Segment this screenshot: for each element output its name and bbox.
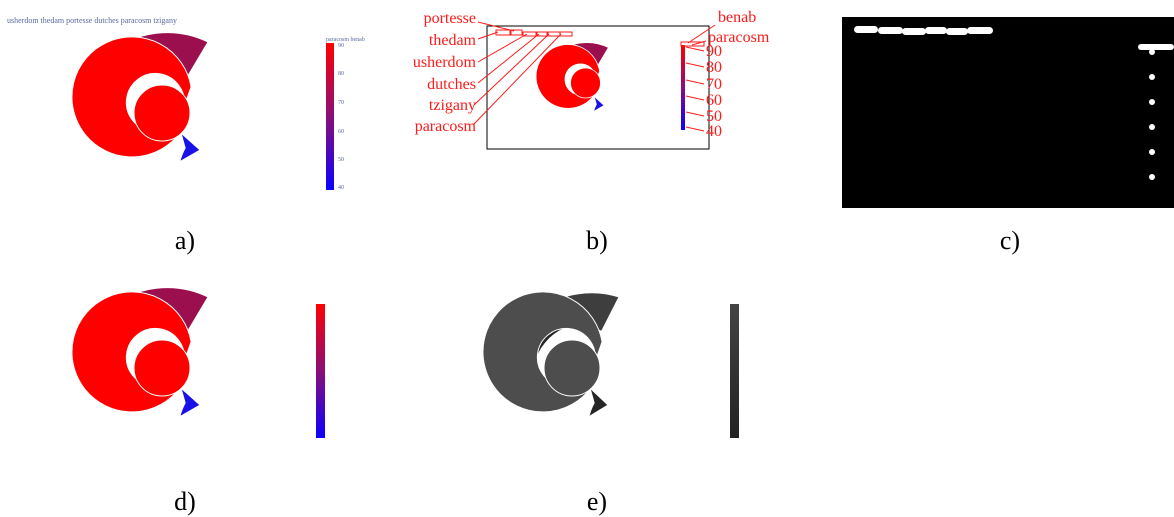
sunburst-center	[133, 339, 191, 397]
colorbar-d	[316, 304, 325, 438]
sunburst-a	[71, 32, 209, 163]
annotation-tick: 70	[706, 76, 722, 93]
annotation-label: portesse	[424, 10, 476, 27]
sunburst-middle-ring	[482, 291, 603, 413]
bbox-dutches	[536, 31, 548, 37]
mask-colorbar-strokes	[1138, 44, 1174, 180]
page-frame-b	[486, 25, 710, 150]
caption-a: a)	[174, 226, 196, 255]
sunburst-outer-bottom	[592, 94, 605, 113]
panel-a-title: usherdom thedam portesse dutches paracos…	[7, 16, 177, 25]
colorbar-a	[326, 43, 334, 190]
sunburst-outer-bottom	[588, 386, 609, 418]
panel-b: portesse thedam usherdom dutches tzigany…	[410, 0, 790, 205]
panel-b-chart: portesse thedam usherdom dutches tzigany…	[413, 9, 770, 150]
caption-d: d)	[174, 487, 196, 516]
colorbar-tick: 80	[338, 71, 344, 77]
sunburst-middle-ring	[535, 44, 601, 109]
text-mask	[854, 26, 1174, 180]
panel-d	[0, 280, 380, 450]
bbox-tzigany	[559, 31, 573, 37]
panel-d-chart	[71, 287, 325, 438]
colorbar-tick: 70	[338, 100, 344, 106]
colorbar-e	[730, 304, 739, 438]
panel-e-chart	[482, 291, 739, 438]
annotation-label: usherdom	[413, 54, 477, 71]
sunburst-center	[133, 84, 191, 142]
annotation-label: paracosm	[708, 29, 770, 46]
panel-e	[410, 280, 790, 450]
annotation-tick: 90	[706, 43, 722, 60]
caption-e: e)	[586, 487, 608, 516]
sunburst-middle-ring	[71, 291, 192, 413]
bbox-colorbar-title	[680, 41, 705, 47]
colorbar-tick: 40	[338, 185, 344, 191]
colorbar-ticks-a: 90 80 70 60 50 40	[338, 43, 344, 191]
colorbar-title-a: paracosm benab	[326, 37, 365, 43]
annotation-label: tzigany	[429, 97, 476, 114]
caption-b: b)	[586, 226, 608, 255]
colorbar-tick: 50	[338, 157, 344, 163]
sunburst-outer-bottom	[179, 131, 201, 163]
sunburst-middle-ring	[71, 36, 192, 158]
annotation-tick: 50	[706, 108, 722, 125]
bbox-usherdom	[495, 29, 511, 36]
sunburst-center	[543, 339, 601, 397]
annotation-label: dutches	[427, 76, 476, 93]
annotation-ticks-right: 90 80 70 60 50 40	[706, 43, 722, 140]
caption-c: c)	[999, 226, 1021, 255]
sunburst-e	[482, 291, 620, 418]
sunburst-b-scaled	[535, 42, 610, 113]
panel-a-chart: usherdom thedam portesse dutches paracos…	[7, 16, 365, 191]
colorbar-b	[681, 45, 685, 130]
sunburst-center	[570, 67, 601, 99]
bbox-thedam	[510, 29, 523, 36]
annotation-arrows-right	[685, 24, 716, 132]
panel-a: usherdom thedam portesse dutches paracos…	[0, 0, 380, 205]
sunburst-d	[71, 287, 209, 418]
colorbar-tick: 90	[338, 43, 344, 49]
annotation-labels-right: benab paracosm	[708, 9, 770, 46]
sunburst-outer-bottom	[179, 386, 201, 418]
panel-c	[842, 17, 1174, 208]
bbox-paracosm	[547, 31, 561, 37]
annotation-arrows-left	[473, 21, 562, 125]
annotation-label: benab	[718, 9, 756, 26]
annotation-labels-left: portesse thedam usherdom dutches tzigany…	[413, 10, 477, 135]
annotation-label: paracosm	[415, 118, 477, 135]
annotation-label: thedam	[429, 32, 477, 49]
annotation-tick: 60	[706, 92, 722, 109]
mask-title-strokes	[854, 26, 993, 35]
annotation-tick: 80	[706, 59, 722, 76]
colorbar-tick: 60	[338, 129, 344, 135]
bbox-portesse	[522, 31, 537, 37]
annotation-tick: 40	[706, 123, 722, 140]
